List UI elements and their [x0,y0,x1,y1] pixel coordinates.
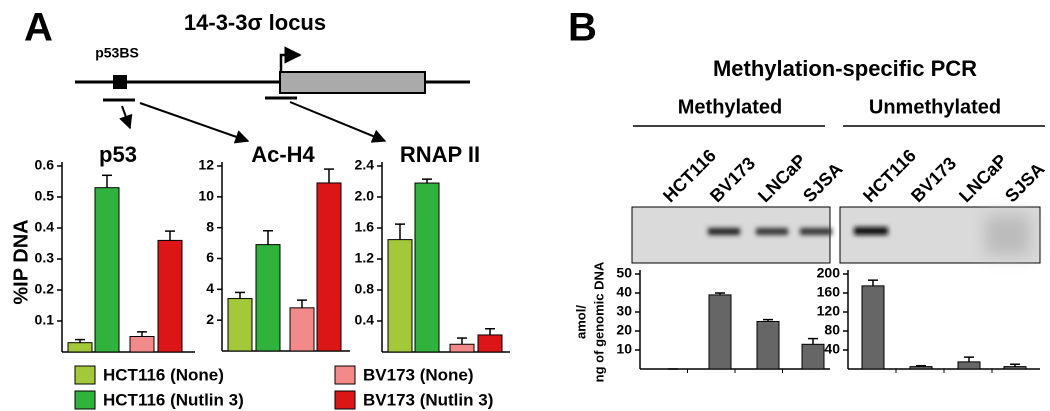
legend-label: HCT116 (Nutlin 3) [103,390,244,409]
bar [909,366,933,370]
y-tick-label: 40 [616,284,632,300]
bar [157,239,183,353]
chart-title: Methylated [678,96,782,118]
gel-image [631,206,1041,264]
bar [708,294,732,370]
chart-title: Unmethylated [869,96,1001,118]
y-tick-label: 2 [206,311,214,327]
bar [957,361,981,370]
lane-label: LNCaP [754,150,810,206]
y-axis-label: ng of genomic DNA [591,261,606,382]
locus-title: 14-3-3σ locus [184,10,326,35]
y-tick-label: 120 [817,303,841,319]
chart-title: RNAP II [400,142,480,167]
bar [414,182,440,353]
y-tick-label: 0.5 [35,188,55,204]
chart-title: Ac-H4 [251,142,315,167]
y-tick-label: 40 [824,341,840,357]
site-label: p53BS [95,45,139,61]
y-tick-label: 0.4 [35,219,55,235]
y-tick-label: 10 [616,341,632,357]
bar [129,336,155,353]
y-tick-label: 30 [616,303,632,319]
bar [94,187,120,353]
y-tick-label: 2.4 [355,157,375,173]
bar [861,285,885,370]
legend-label: BV173 (Nutlin 3) [363,390,493,409]
y-tick-label: 0.8 [355,281,375,297]
y-tick-label: 0.2 [35,281,55,297]
y-tick-label: 6 [206,249,214,265]
bar [477,334,503,353]
y-tick-label: 12 [198,157,214,173]
y-tick-label: 2.0 [355,188,375,204]
y-tick-label: 80 [824,322,840,338]
y-tick-label: 10 [198,188,214,204]
legend-swatch [74,365,96,385]
y-tick-label: 1.6 [355,219,375,235]
panel-label: B [568,6,597,50]
chart-title: p53 [99,142,137,167]
bar [255,244,281,352]
y-tick-label: 20 [616,322,632,338]
y-tick-label: 0.1 [35,312,55,328]
bar [227,298,253,352]
y-tick-label: 0.4 [355,312,375,328]
legend-swatch [334,390,356,410]
lane-label: LNCaP [955,150,1011,206]
legend-swatch [74,390,96,410]
bar [801,343,825,370]
y-tick-label: 50 [616,265,632,281]
bar [387,239,413,353]
y-tick-label: 200 [817,265,841,281]
y-tick-label: 0.6 [35,157,55,173]
y-tick-label: 1.2 [355,250,375,266]
y-axis-label: amol/ [573,305,588,339]
locus-diagram [75,46,470,144]
panel-title: Methylation-specific PCR [713,56,977,81]
bar [449,343,475,353]
bar [289,307,315,352]
y-tick-label: 4 [206,280,214,296]
y-tick-label: 160 [817,284,841,300]
bar [67,342,93,353]
legend-label: BV173 (None) [363,365,474,384]
panel-label: A [24,6,53,50]
y-tick-label: 8 [206,218,214,234]
legend-label: HCT116 (None) [103,365,224,384]
bar [1003,366,1027,370]
legend-swatch [334,365,356,385]
y-axis-label: %IP DNA [10,219,32,304]
y-tick-label: 0.3 [35,250,55,266]
bar [756,321,780,370]
bar [316,182,342,352]
